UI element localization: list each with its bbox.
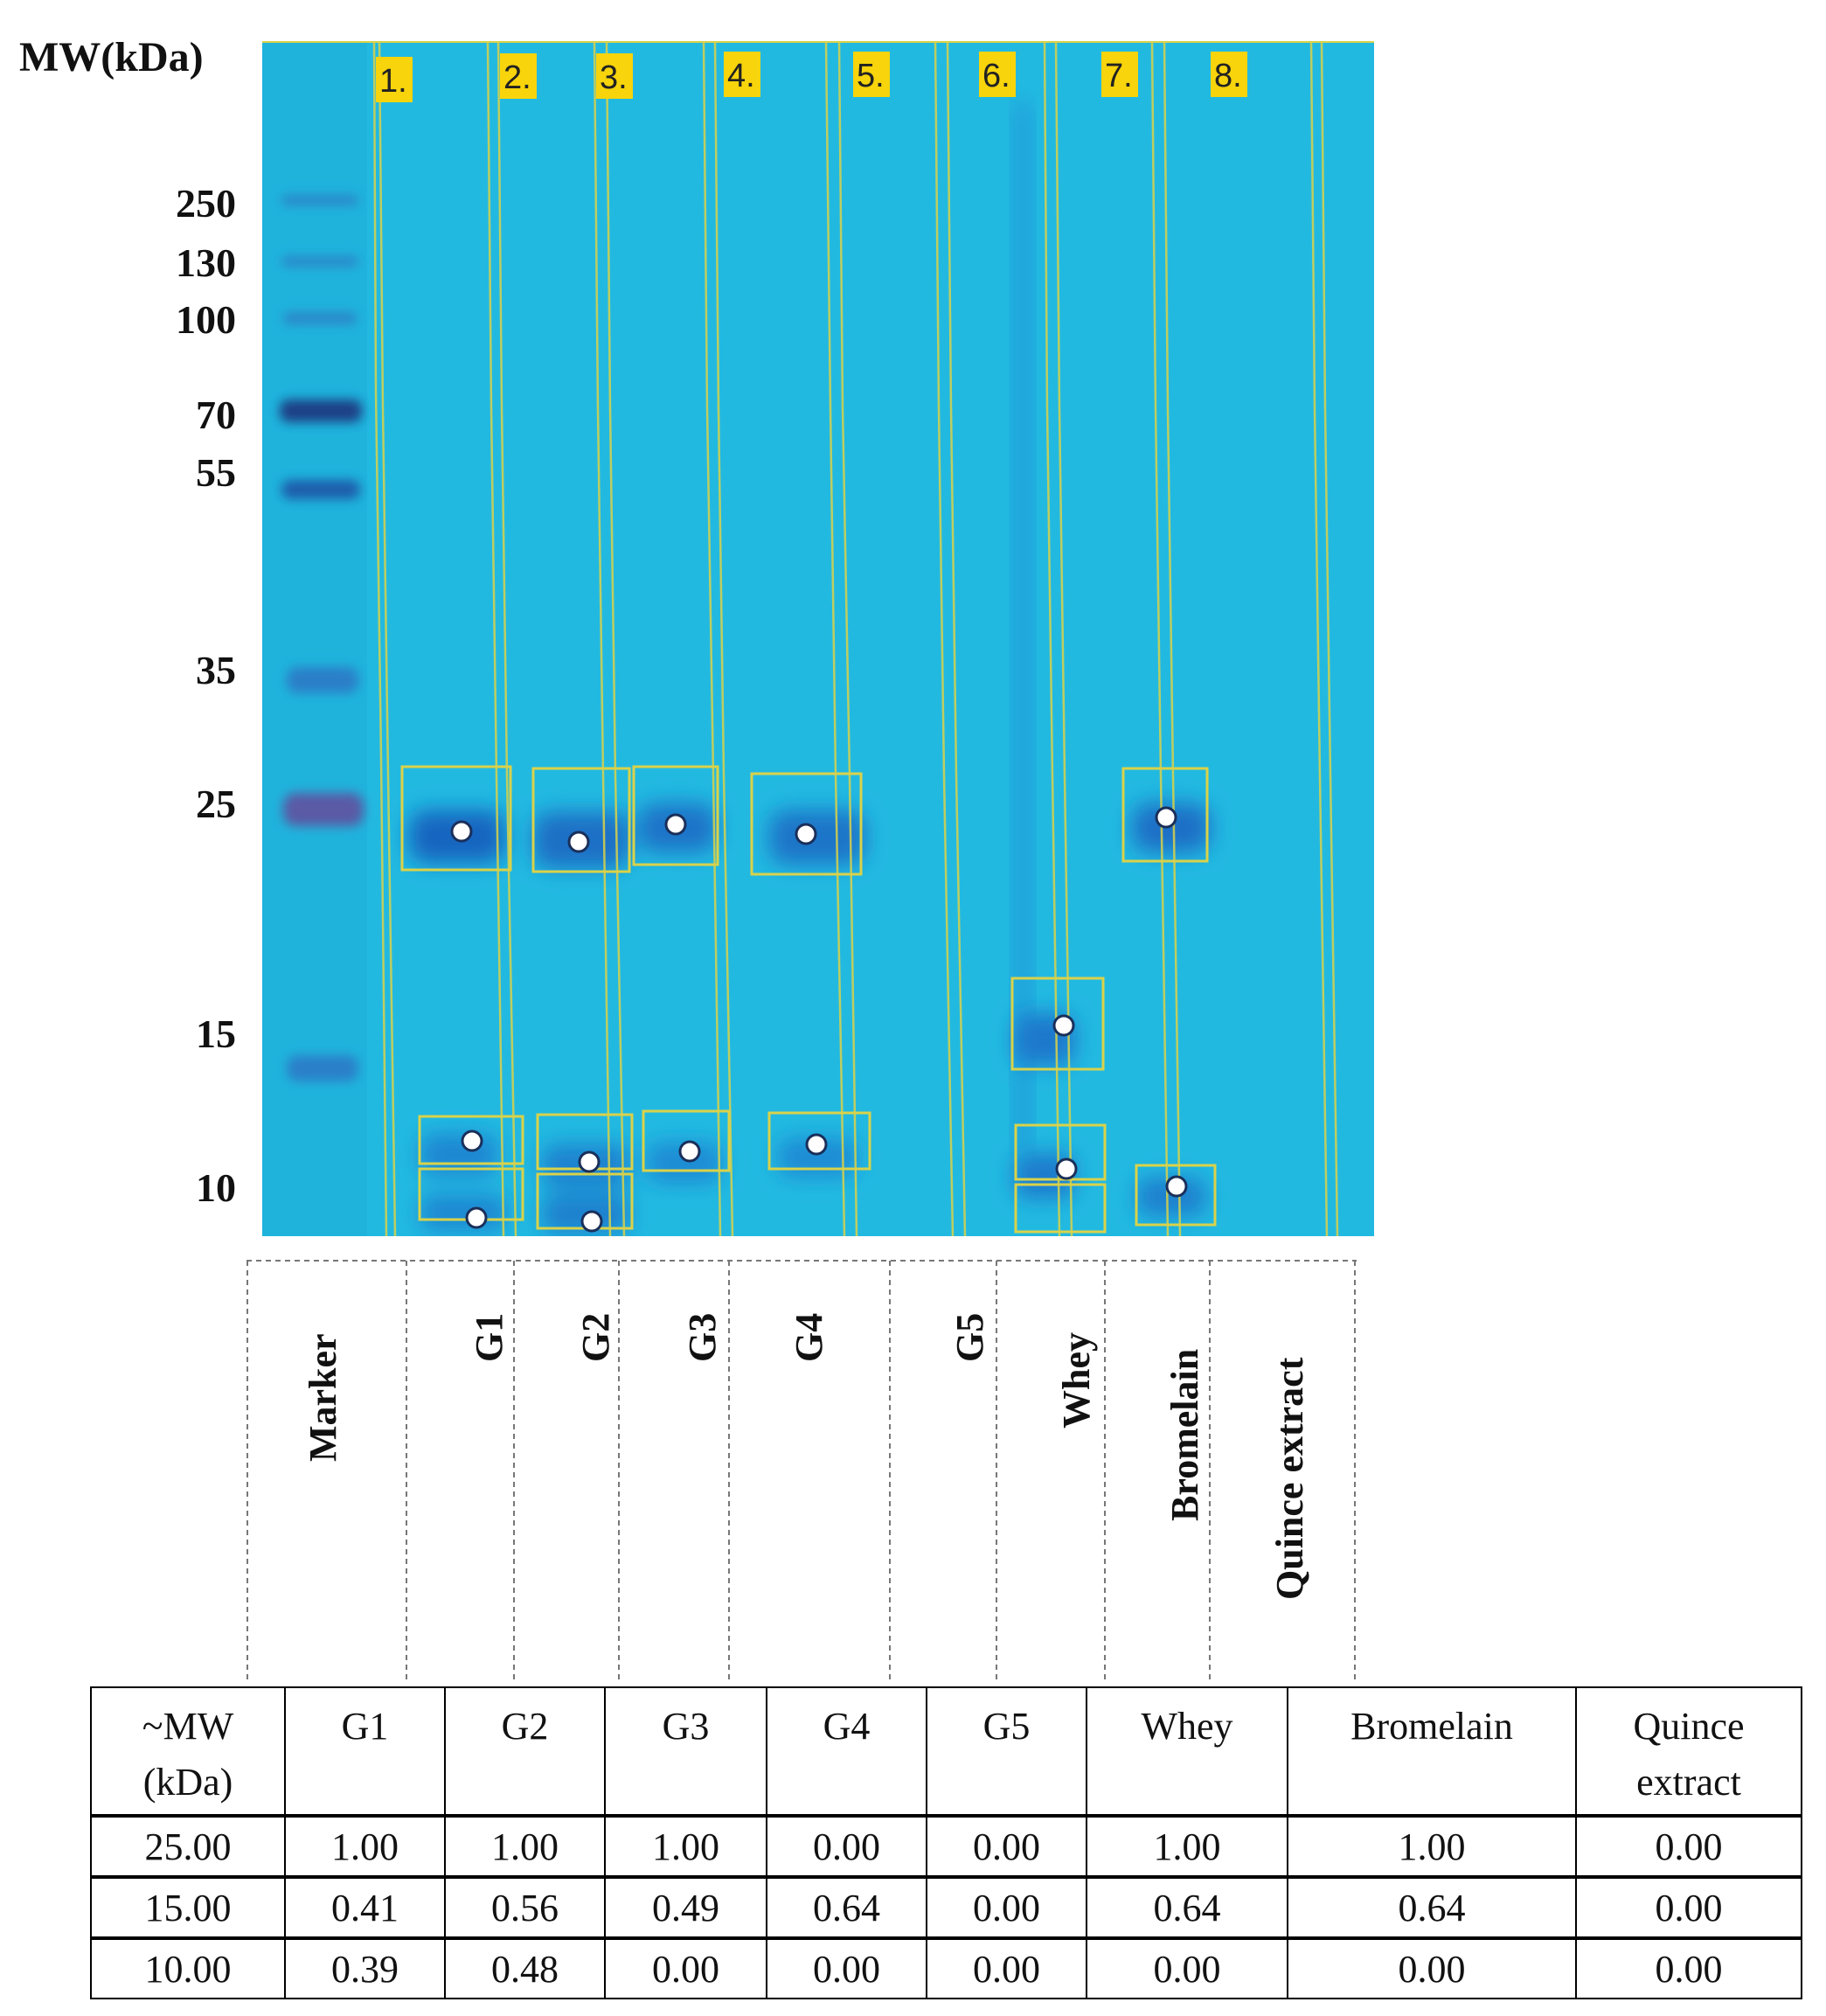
header-whey: Whey [1086, 1686, 1288, 1817]
table-cell: 1.00 [1287, 1814, 1577, 1878]
table-cell: 1.00 [604, 1814, 767, 1878]
header-bromelain: Bromelain [1287, 1686, 1577, 1817]
lane-number-tags [376, 52, 1247, 102]
table-cell: 0.48 [444, 1936, 606, 1999]
lane-name-g5: G5 [948, 1312, 991, 1362]
lane-name-g3: G3 [681, 1312, 724, 1362]
mw-label-25: 25 [196, 782, 236, 826]
lane-name-whey: Whey [1055, 1332, 1098, 1429]
table-cell: 0.00 [1287, 1936, 1577, 1999]
header-mw: ~MW (kDa) [90, 1686, 286, 1817]
header-g5: G5 [926, 1686, 1087, 1817]
lane-name-quince-extract: Quince extract [1268, 1357, 1311, 1600]
table-cell: 0.00 [766, 1936, 927, 1999]
lane-number-5: 5. [857, 58, 885, 94]
mw-label-130: 130 [176, 240, 236, 285]
table-cell: 0.00 [1086, 1936, 1288, 1999]
header-g1: G1 [284, 1686, 446, 1817]
lane-number-7: 7. [1105, 58, 1133, 94]
header-g4: G4 [766, 1686, 927, 1817]
lane-boundaries [372, 41, 1339, 1236]
band-density-table: ~MW (kDa) G1 G2 G3 G4 G5 Whey Bromelain … [90, 1686, 1802, 1999]
mw-label-15: 15 [196, 1011, 236, 1056]
table-row: 25.00 1.00 1.00 1.00 0.00 0.00 1.00 1.00… [90, 1814, 1802, 1878]
header-g3: G3 [604, 1686, 767, 1817]
mw-label-250: 250 [176, 181, 236, 226]
gel-bands [409, 803, 1211, 1234]
table-cell: 0.64 [766, 1875, 927, 1939]
mw-label-10: 10 [196, 1165, 236, 1210]
table-cell: 0.41 [284, 1875, 446, 1939]
table-cell: 0.00 [926, 1814, 1087, 1878]
table-cell: 0.49 [604, 1875, 767, 1939]
table-cell: 0.00 [1575, 1936, 1802, 1999]
lane-name-diagram: Marker G1 G2 G3 G4 G5 Whey Bromelain Qui… [246, 1259, 1357, 1684]
lane-name-g4: G4 [788, 1312, 830, 1362]
gel-background [262, 41, 1374, 1236]
table-cell: 0.64 [1287, 1875, 1577, 1939]
table-row: 15.00 0.41 0.56 0.49 0.64 0.00 0.64 0.64… [90, 1875, 1802, 1939]
table-cell: 0.56 [444, 1875, 606, 1939]
gel-image: 1. 2. 3. 4. 5. 6. 7. 8. [262, 41, 1374, 1236]
marker-ladder [280, 195, 364, 1081]
lane-name-g2: G2 [574, 1312, 617, 1362]
mw-label-100: 100 [176, 297, 236, 342]
table-row: 10.00 0.39 0.48 0.00 0.00 0.00 0.00 0.00… [90, 1936, 1802, 1999]
lane-number-2: 2. [503, 59, 531, 96]
lane-name-marker: Marker [302, 1333, 344, 1462]
table-cell: 0.00 [766, 1814, 927, 1878]
lane-number-1: 1. [379, 63, 407, 100]
table-cell: 1.00 [444, 1814, 606, 1878]
lane-name-g1: G1 [468, 1312, 510, 1362]
table-header-row: ~MW (kDa) G1 G2 G3 G4 G5 Whey Bromelain … [90, 1686, 1802, 1817]
mw-axis-title: MW(kDa) [19, 34, 204, 80]
table-cell: 10.00 [90, 1936, 286, 1999]
lane-number-6: 6. [982, 58, 1010, 94]
table-cell: 0.00 [926, 1936, 1087, 1999]
table-cell: 1.00 [284, 1814, 446, 1878]
lane-name-bromelain: Bromelain [1163, 1348, 1206, 1521]
band-markers [450, 806, 1188, 1233]
mw-label-70: 70 [196, 393, 236, 437]
table-cell: 0.00 [926, 1875, 1087, 1939]
lane-number-8: 8. [1214, 58, 1242, 94]
table-cell: 0.00 [1575, 1875, 1802, 1939]
table-cell: 0.00 [1575, 1814, 1802, 1878]
lane-number-4: 4. [727, 58, 755, 94]
lane-number-3: 3. [600, 59, 628, 96]
table-cell: 0.00 [604, 1936, 767, 1999]
lane-separators [246, 1260, 1357, 1684]
table-cell: 15.00 [90, 1875, 286, 1939]
table-cell: 0.64 [1086, 1875, 1288, 1939]
header-quince-extract: Quince extract [1575, 1686, 1802, 1817]
table-cell: 0.39 [284, 1936, 446, 1999]
mw-label-35: 35 [196, 648, 236, 692]
mw-label-55: 55 [196, 450, 236, 495]
header-g2: G2 [444, 1686, 606, 1817]
table-cell: 1.00 [1086, 1814, 1288, 1878]
table-cell: 25.00 [90, 1814, 286, 1878]
